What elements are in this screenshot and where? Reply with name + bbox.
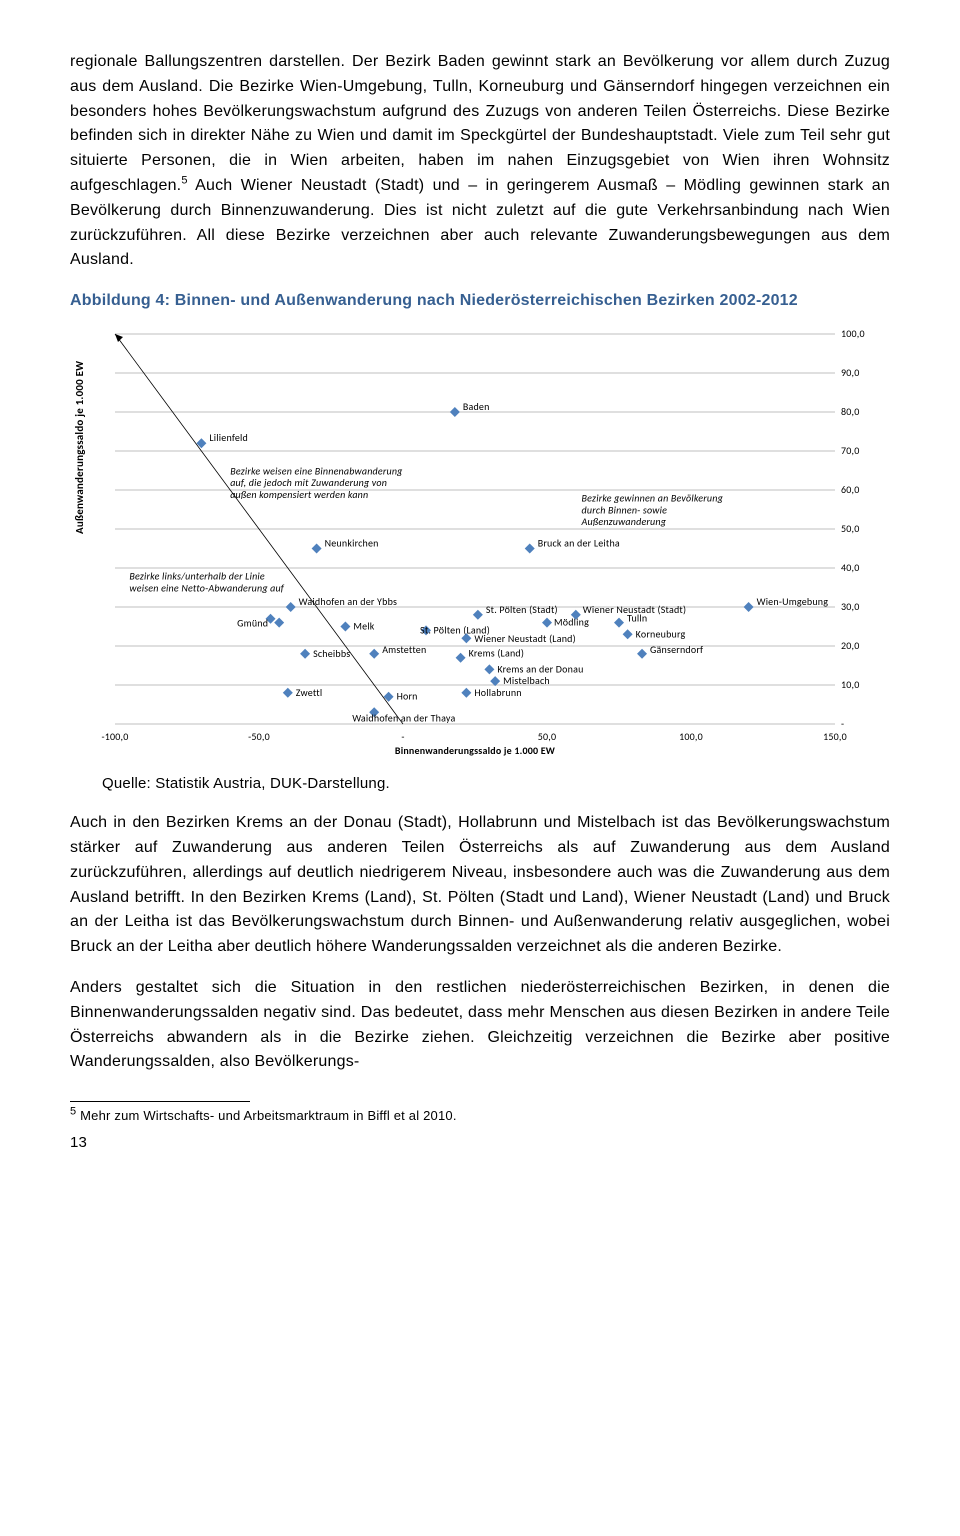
- svg-text:Horn: Horn: [397, 690, 418, 703]
- svg-text:Amstetten: Amstetten: [382, 643, 426, 656]
- paragraph-1: regionale Ballungszentren darstellen. De…: [70, 50, 890, 273]
- svg-text:100,0: 100,0: [679, 730, 703, 743]
- svg-text:Gmünd: Gmünd: [237, 617, 268, 630]
- svg-text:-: -: [401, 730, 404, 743]
- svg-text:Lilienfeld: Lilienfeld: [209, 431, 248, 444]
- svg-text:150,0: 150,0: [823, 730, 847, 743]
- paragraph-2: Auch in den Bezirken Krems an der Donau …: [70, 811, 890, 960]
- footnote-separator: [70, 1101, 250, 1102]
- svg-text:Mödling: Mödling: [554, 616, 589, 629]
- svg-text:-50,0: -50,0: [248, 730, 270, 743]
- svg-text:50,0: 50,0: [538, 730, 557, 743]
- svg-text:Waidhofen an der Ybbs: Waidhofen an der Ybbs: [299, 595, 397, 608]
- page-number: 13: [70, 1131, 890, 1154]
- svg-text:Wiener Neustadt (Land): Wiener Neustadt (Land): [474, 632, 575, 645]
- svg-text:10,0: 10,0: [841, 678, 860, 691]
- figure-caption: Abbildung 4: Binnen- und Außenwanderung …: [70, 289, 890, 314]
- svg-text:-: -: [841, 717, 844, 730]
- svg-text:Krems (Land): Krems (Land): [469, 647, 524, 660]
- svg-text:-100,0: -100,0: [101, 730, 128, 743]
- svg-text:Bruck an der Leitha: Bruck an der Leitha: [538, 536, 620, 549]
- svg-text:50,0: 50,0: [841, 522, 860, 535]
- svg-text:Waidhofen an der Thaya: Waidhofen an der Thaya: [352, 711, 455, 724]
- svg-text:80,0: 80,0: [841, 405, 860, 418]
- svg-text:Außenzuwanderung: Außenzuwanderung: [581, 515, 667, 528]
- svg-text:Binnenwanderungssaldo je 1.000: Binnenwanderungssaldo je 1.000 EW: [395, 744, 556, 757]
- svg-text:Zwettl: Zwettl: [296, 686, 323, 699]
- svg-text:20,0: 20,0: [841, 639, 860, 652]
- svg-text:Neunkirchen: Neunkirchen: [325, 536, 379, 549]
- svg-text:30,0: 30,0: [841, 600, 860, 613]
- footnote: 5 Mehr zum Wirtschafts- und Arbeitsmarkt…: [70, 1108, 890, 1125]
- svg-text:Scheibbs: Scheibbs: [313, 647, 350, 660]
- svg-text:St. Pölten (Stadt): St. Pölten (Stadt): [486, 603, 558, 616]
- svg-text:70,0: 70,0: [841, 444, 860, 457]
- chart-source: Quelle: Statistik Austria, DUK-Darstellu…: [102, 772, 890, 795]
- svg-text:100,0: 100,0: [841, 327, 865, 340]
- svg-text:Tulln: Tulln: [627, 612, 647, 625]
- svg-text:90,0: 90,0: [841, 366, 860, 379]
- svg-text:40,0: 40,0: [841, 561, 860, 574]
- svg-text:60,0: 60,0: [841, 483, 860, 496]
- svg-text:Melk: Melk: [353, 619, 374, 632]
- chart-migration-scatter: Außenwanderungssaldo je 1.000 EW -10,020…: [75, 324, 885, 764]
- svg-text:Wien-Umgebung: Wien-Umgebung: [757, 595, 829, 608]
- svg-text:Baden: Baden: [463, 400, 490, 413]
- svg-text:Korneuburg: Korneuburg: [636, 627, 686, 640]
- svg-text:Hollabrunn: Hollabrunn: [474, 686, 521, 699]
- svg-text:außen kompensiert werden kann: außen kompensiert werden kann: [230, 488, 368, 501]
- svg-text:Gänserndorf: Gänserndorf: [650, 643, 703, 656]
- svg-text:weisen eine Netto-Abwanderung: weisen eine Netto-Abwanderung auf: [129, 581, 284, 594]
- paragraph-3: Anders gestaltet sich die Situation in d…: [70, 976, 890, 1075]
